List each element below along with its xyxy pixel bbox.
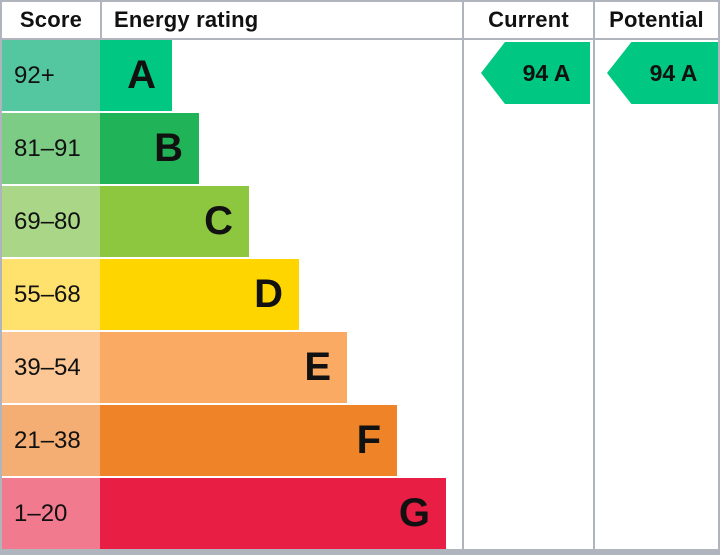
- potential-column-divider: [593, 0, 595, 549]
- score-cell: 69–80: [2, 186, 100, 257]
- score-label: 69–80: [14, 207, 81, 235]
- rating-bar: A: [100, 40, 172, 111]
- border-right: [718, 0, 720, 549]
- rating-letter: E: [304, 345, 331, 389]
- rating-bar: F: [100, 405, 397, 476]
- rating-bar: D: [100, 259, 299, 330]
- score-label: 21–38: [14, 426, 81, 454]
- current-column-divider: [462, 0, 464, 549]
- rating-letter: G: [398, 491, 430, 535]
- score-cell: 39–54: [2, 332, 100, 403]
- border-left: [0, 0, 2, 549]
- current-rating-arrow: 94 A: [481, 42, 590, 104]
- rating-bar: E: [100, 332, 347, 403]
- score-label: 55–68: [14, 280, 81, 308]
- current-column-header: Current: [488, 7, 569, 32]
- chart-rows: 92+ A 81–91 B 69–80 C 55–68 D 39–54: [2, 40, 462, 549]
- table-row: 55–68 D: [2, 259, 462, 330]
- score-cell: 1–20: [2, 478, 100, 549]
- rating-letter: D: [254, 272, 283, 316]
- rating-bar: C: [100, 186, 249, 257]
- table-row: 1–20 G: [2, 478, 462, 549]
- score-column-divider: [100, 0, 102, 40]
- score-label: 1–20: [14, 499, 68, 527]
- score-cell: 21–38: [2, 405, 100, 476]
- table-row: 21–38 F: [2, 405, 462, 476]
- score-cell: 92+: [2, 40, 100, 111]
- rating-bar: G: [100, 478, 446, 549]
- table-row: 69–80 C: [2, 186, 462, 257]
- header-divider: [0, 38, 720, 40]
- score-cell: 81–91: [2, 113, 100, 184]
- table-row: 92+ A: [2, 40, 462, 111]
- score-label: 81–91: [14, 134, 81, 162]
- energy-rating-column-header: Energy rating: [114, 7, 259, 32]
- border-bottom: [0, 549, 720, 555]
- border-top: [0, 0, 720, 2]
- potential-column-header: Potential: [609, 7, 704, 32]
- rating-bar: B: [100, 113, 199, 184]
- score-label: 39–54: [14, 353, 81, 381]
- rating-letter: C: [204, 199, 233, 243]
- score-cell: 55–68: [2, 259, 100, 330]
- score-label: 92+: [14, 61, 55, 89]
- table-row: 81–91 B: [2, 113, 462, 184]
- potential-rating-arrow: 94 A: [607, 42, 718, 104]
- table-row: 39–54 E: [2, 332, 462, 403]
- rating-letter: B: [154, 126, 183, 170]
- rating-letter: A: [127, 53, 156, 97]
- rating-letter: F: [356, 418, 381, 462]
- score-column-header: Score: [19, 7, 83, 32]
